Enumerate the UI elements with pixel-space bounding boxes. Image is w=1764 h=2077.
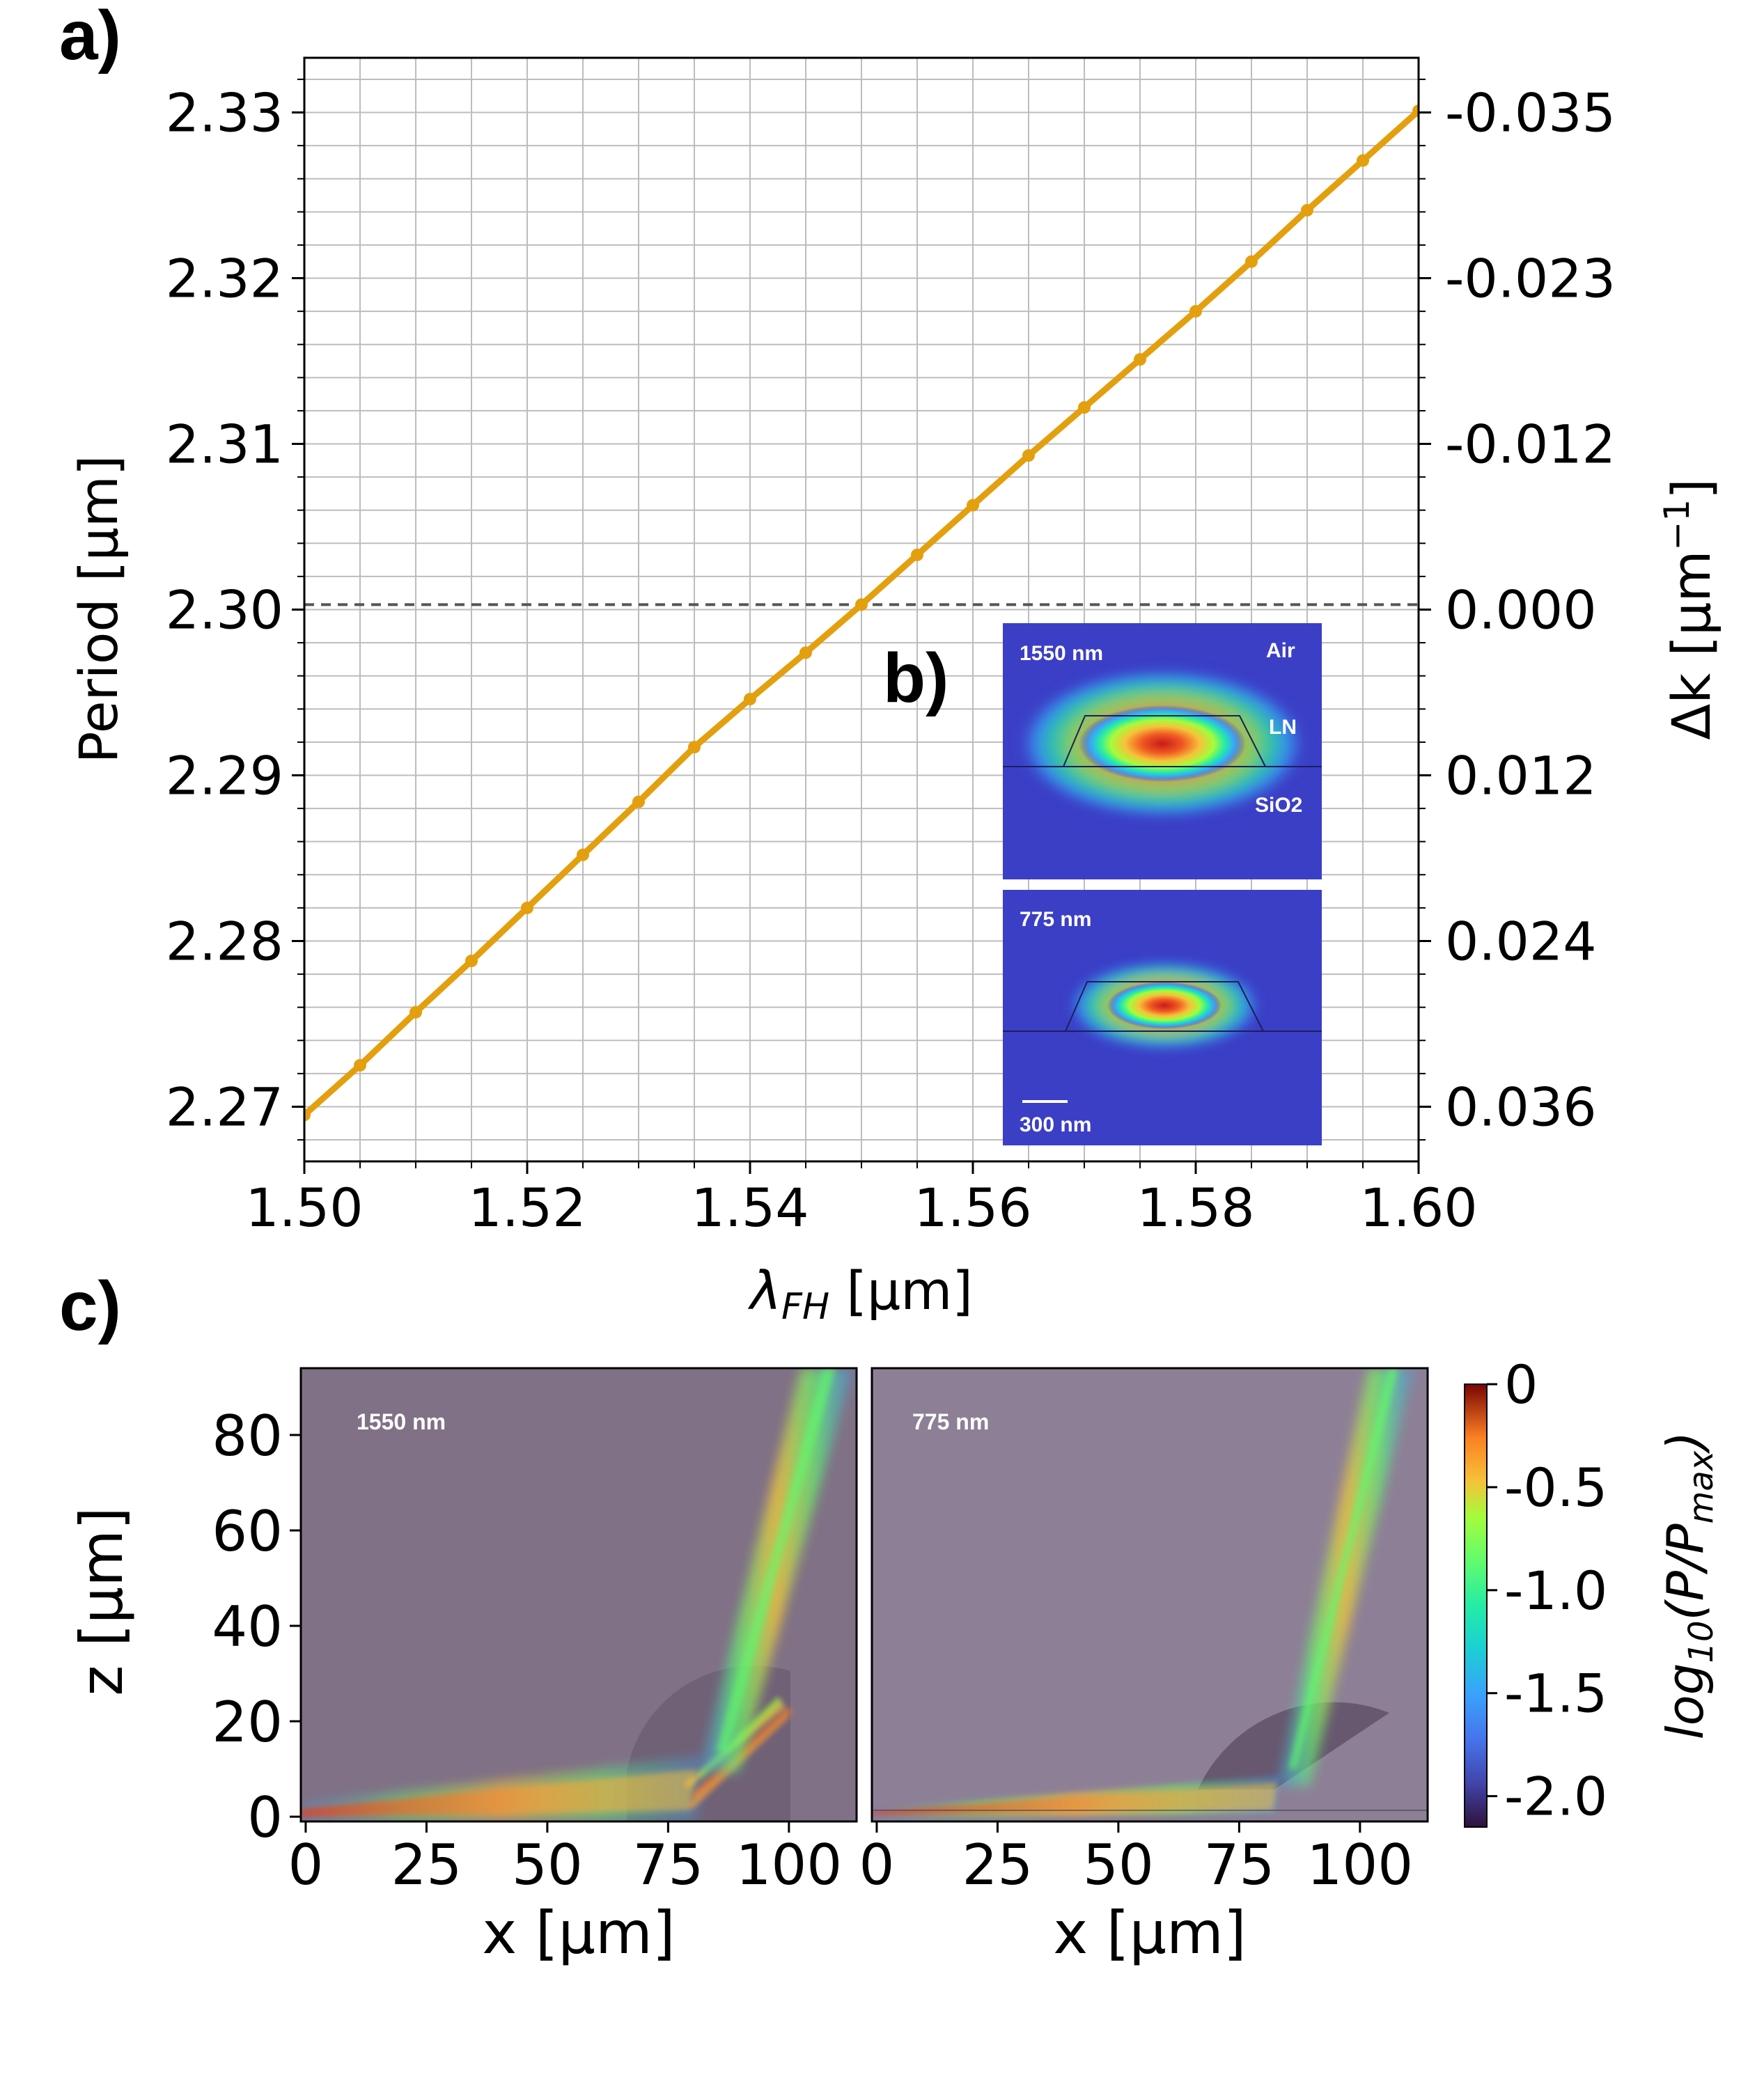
y-axis-label: z [µm] bbox=[68, 1507, 136, 1696]
y-tick-label: 2.32 bbox=[166, 248, 283, 310]
data-point bbox=[1022, 449, 1035, 462]
data-point bbox=[911, 548, 923, 561]
x-axis-label: x [µm] bbox=[482, 1899, 675, 1967]
panel-label-b: b) bbox=[883, 639, 949, 717]
data-point bbox=[1245, 255, 1258, 268]
x-tick-label: 50 bbox=[512, 1833, 583, 1897]
colorbar-tick-label: -1.5 bbox=[1504, 1663, 1607, 1725]
x-tick-label: 25 bbox=[962, 1833, 1033, 1897]
colorbar-tick-label: -2.0 bbox=[1504, 1766, 1607, 1828]
y-tick-label: 2.27 bbox=[166, 1076, 283, 1138]
wavelength-label-1550: 1550 nm bbox=[357, 1409, 446, 1434]
data-point bbox=[855, 598, 868, 611]
data-point bbox=[1412, 104, 1419, 118]
beam-plot-1550: 1550 nm 0 25 50 75 100 0 20 40 60 80 x [µm] z [µ… bbox=[68, 1367, 858, 1967]
inset-mode-775: 775 nm 300 nm bbox=[1003, 890, 1322, 1145]
y2-tick-label: 0.012 bbox=[1445, 744, 1597, 806]
y-axis-left: 2.27 2.28 2.29 2.30 2.31 2.32 2.33 bbox=[166, 78, 304, 1141]
x-axis: 0 25 50 75 100 bbox=[859, 1821, 1413, 1897]
x-tick-label: 1.54 bbox=[691, 1177, 809, 1239]
x-tick-label: 1.60 bbox=[1359, 1177, 1477, 1239]
data-point bbox=[1301, 203, 1313, 217]
inset-mode-1550: 1550 nm Air LN SiO2 bbox=[1003, 623, 1322, 879]
inset-wavelength-775: 775 nm bbox=[1020, 908, 1091, 931]
y-tick-label: 2.29 bbox=[166, 744, 283, 806]
inset-ln-label: LN bbox=[1269, 716, 1297, 739]
data-point bbox=[1078, 401, 1091, 414]
colorbar: 0 -0.5 -1.0 -1.5 -2.0 log10(P/Pmax) bbox=[1464, 1354, 1721, 1828]
x-tick-label: 50 bbox=[1083, 1833, 1154, 1897]
y-tick-label: 2.28 bbox=[166, 910, 283, 972]
x-axis-label: λFH [µm] bbox=[747, 1260, 973, 1328]
x-tick-label: 0 bbox=[859, 1833, 894, 1897]
x-axis-label: x [µm] bbox=[1053, 1899, 1246, 1967]
y-tick-label: 40 bbox=[212, 1594, 283, 1659]
x-tick-label: 1.58 bbox=[1137, 1177, 1254, 1239]
y-tick-label: 2.31 bbox=[166, 414, 283, 476]
data-point bbox=[1134, 353, 1146, 366]
colorbar-gradient bbox=[1464, 1384, 1488, 1828]
inset-air-label: Air bbox=[1266, 639, 1295, 662]
panel-label-c: c) bbox=[59, 1267, 121, 1345]
y-tick-label: 2.33 bbox=[166, 82, 283, 144]
inset-wavelength-1550: 1550 nm bbox=[1020, 642, 1103, 665]
colorbar-ticks: 0 -0.5 -1.0 -1.5 -2.0 bbox=[1487, 1354, 1607, 1828]
colorbar-tick-label: -1.0 bbox=[1504, 1560, 1607, 1622]
data-point bbox=[577, 848, 589, 861]
plot-frame bbox=[871, 1367, 1429, 1823]
y-axis-label: Period [µm] bbox=[68, 455, 130, 764]
y2-tick-label: 0.024 bbox=[1445, 910, 1597, 972]
x-tick-label: 1.50 bbox=[245, 1177, 363, 1239]
y-tick-label: 20 bbox=[212, 1690, 283, 1755]
data-point bbox=[632, 795, 645, 808]
x-axis: 1.50 1.52 1.54 1.56 1.58 1.60 bbox=[245, 1161, 1478, 1239]
x-axis: 0 25 50 75 100 bbox=[288, 1821, 842, 1897]
x-tick-label: 75 bbox=[1203, 1833, 1274, 1897]
beam-plot-775: 775 nm 0 25 50 75 100 x [µm] bbox=[859, 1367, 1429, 1967]
inset-sio2-label: SiO2 bbox=[1255, 794, 1302, 817]
data-point bbox=[1357, 154, 1369, 167]
data-point bbox=[465, 955, 478, 968]
data-point bbox=[744, 693, 756, 706]
wavelength-label-775: 775 nm bbox=[912, 1409, 989, 1434]
y2-tick-label: 0.036 bbox=[1445, 1076, 1597, 1138]
data-point bbox=[688, 741, 701, 754]
data-point bbox=[799, 646, 812, 659]
y-tick-label: 80 bbox=[212, 1404, 283, 1468]
y-axis-right: 0.036 0.024 0.012 0.000 -0.012 -0.023 -0.035 bbox=[1419, 78, 1616, 1141]
colorbar-label: log10(P/Pmax) bbox=[1656, 1432, 1721, 1740]
x-tick-label: 1.52 bbox=[468, 1177, 586, 1239]
x-tick-label: 75 bbox=[632, 1833, 703, 1897]
colorbar-tick-label: 0 bbox=[1504, 1354, 1538, 1416]
x-tick-label: 1.56 bbox=[914, 1177, 1031, 1239]
series-period bbox=[304, 104, 1419, 1122]
data-point bbox=[1189, 305, 1202, 318]
y-tick-label: 60 bbox=[212, 1499, 283, 1564]
data-point bbox=[521, 901, 533, 914]
scale-bar-label: 300 nm bbox=[1020, 1113, 1091, 1136]
y2-axis-label: Δk [µm−1] bbox=[1657, 478, 1722, 740]
data-point bbox=[409, 1005, 422, 1019]
y2-tick-label: 0.000 bbox=[1445, 579, 1597, 641]
y2-tick-label: -0.012 bbox=[1445, 414, 1616, 476]
y-axis: 0 20 40 60 80 bbox=[212, 1404, 301, 1850]
colorbar-tick-label: -0.5 bbox=[1504, 1457, 1607, 1519]
data-point bbox=[967, 499, 979, 512]
y-tick-label: 2.30 bbox=[166, 579, 283, 641]
y2-tick-label: -0.023 bbox=[1445, 248, 1616, 310]
x-tick-label: 25 bbox=[391, 1833, 462, 1897]
x-tick-label: 0 bbox=[288, 1833, 323, 1897]
x-tick-label: 100 bbox=[736, 1833, 843, 1897]
data-point bbox=[304, 1108, 311, 1122]
data-point bbox=[354, 1058, 366, 1072]
x-tick-label: 100 bbox=[1307, 1833, 1414, 1897]
y2-tick-label: -0.035 bbox=[1445, 82, 1616, 144]
y-tick-label: 0 bbox=[247, 1785, 283, 1850]
panel-label-a: a) bbox=[59, 0, 121, 75]
plot-frame bbox=[299, 1367, 858, 1823]
